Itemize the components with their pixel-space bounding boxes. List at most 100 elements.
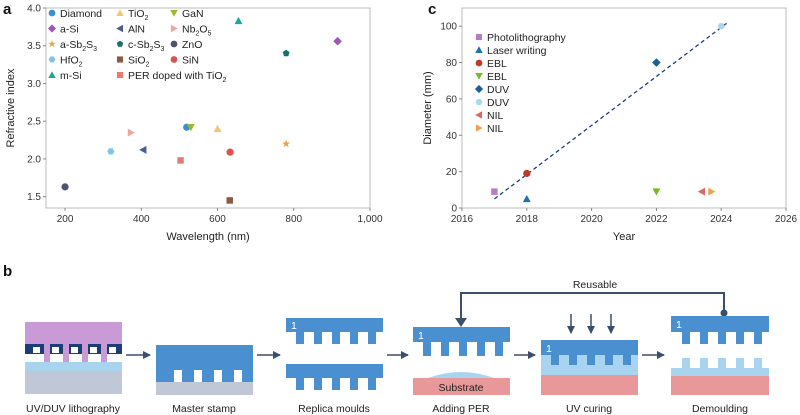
resist-pillar <box>82 344 88 364</box>
master-stamp-body <box>156 345 253 382</box>
chart-a-legend-marker <box>116 9 124 17</box>
replica-mould-1 <box>286 318 383 344</box>
chart-c-legend-marker <box>475 46 483 54</box>
chart-a-point <box>282 49 290 57</box>
chart-c: 2016 2018 2020 2022 2024 2026 0 20 40 60 80 100 Pho… <box>422 7 798 243</box>
chart-c-xlabel: Year <box>613 231 636 243</box>
replica-mould-1-number: 1 <box>291 320 297 332</box>
mask-gap <box>71 347 78 353</box>
reusable-loop <box>460 292 725 324</box>
cured-pillar <box>718 358 726 368</box>
chart-a-legend-marker <box>170 9 178 17</box>
chart-a-xlabel: Wavelength (nm) <box>166 231 249 243</box>
x-tick-label: 2026 <box>775 214 798 225</box>
y-tick-label: 40 <box>446 131 458 142</box>
x-tick-label: 2022 <box>645 214 668 225</box>
cured-pillar <box>682 358 690 368</box>
mould-tooth <box>605 355 613 365</box>
chart-a-legend-marker <box>116 24 124 33</box>
chart-a-legend-marker <box>48 39 56 48</box>
adding-per-number: 1 <box>418 330 424 342</box>
chart-c-point <box>697 187 705 196</box>
resist-pillar <box>101 344 107 364</box>
y-tick-label: 4.0 <box>27 4 41 15</box>
resin-layer <box>25 362 122 371</box>
chart-a-legend-marker <box>170 24 178 33</box>
per-droplet <box>428 372 494 378</box>
x-tick-label: 600 <box>209 214 226 225</box>
wafer-layer <box>25 371 122 394</box>
caption-master-stamp: Master stamp <box>172 403 236 415</box>
chart-c-legend-label: Photolithography <box>487 32 567 44</box>
chart-a-legend-label: c-Sb2S3 <box>128 39 165 53</box>
step-lithography: UV/DUV lithography <box>25 322 122 415</box>
step-replica-moulds: 1 n Replica moulds <box>286 318 383 415</box>
chart-c-legend-label: NIL <box>487 123 504 135</box>
mask-gap <box>52 347 59 353</box>
x-tick-label: 1,000 <box>357 214 382 225</box>
y-tick-label: 0 <box>451 204 457 215</box>
step-adding-per: 1 Substrate Adding PER <box>413 327 510 415</box>
cured-per-base <box>671 368 769 376</box>
chart-a-legend-label: PER doped with TiO2 <box>128 70 227 84</box>
chart-a-point <box>127 128 135 137</box>
resist-pillar <box>44 344 50 364</box>
chart-a-legend-marker <box>48 71 56 79</box>
panel-a-label: a <box>3 1 12 18</box>
chart-a-point <box>177 157 184 164</box>
chart-a-point <box>234 16 243 25</box>
x-tick-label: 200 <box>57 214 74 225</box>
y-tick-label: 60 <box>446 94 458 105</box>
released-mould <box>671 316 769 344</box>
chart-a-legend-label: TiO2 <box>128 8 149 22</box>
x-tick-label: 2018 <box>516 214 539 225</box>
chart-a-legend-label: m-Si <box>60 70 82 82</box>
y-tick-label: 3.5 <box>27 41 41 52</box>
reusable-arrowhead <box>455 318 467 327</box>
x-tick-label: 800 <box>285 214 302 225</box>
cured-pillar <box>700 358 708 368</box>
mask-gap <box>109 347 116 353</box>
chart-c-legend-label: DUV <box>487 84 509 96</box>
mould-tooth <box>551 355 559 365</box>
mould-tooth <box>623 355 631 365</box>
chart-a-point <box>139 145 147 154</box>
x-tick-label: 400 <box>133 214 150 225</box>
caption-demoulding: Demoulding <box>692 403 748 415</box>
demoulded-substrate <box>671 376 769 395</box>
chart-c-ylabel: Diameter (mm) <box>422 71 434 144</box>
x-tick-label: 2016 <box>451 214 474 225</box>
x-tick-label: 2020 <box>580 214 603 225</box>
chart-a-legend-label: ZnO <box>182 39 202 51</box>
chart-c-point <box>652 188 661 196</box>
chart-a-legend-marker <box>170 40 178 48</box>
y-tick-label: 3.0 <box>27 79 41 90</box>
chart-a-legend-marker <box>47 24 57 33</box>
uv-curing-number: 1 <box>546 343 552 355</box>
chart-c-point <box>523 169 531 178</box>
chart-c-point <box>652 58 661 67</box>
chart-a-legend-label: HfO2 <box>60 55 83 69</box>
chart-c-point <box>717 23 725 30</box>
chart-c-point <box>522 194 531 203</box>
demoulding-number: 1 <box>676 319 682 331</box>
caption-lithography: UV/DUV lithography <box>26 403 121 415</box>
chart-c-legend-marker <box>475 99 483 105</box>
chart-a-ylabel: Refractive index <box>5 68 17 147</box>
chart-a-point <box>213 124 222 132</box>
y-tick-label: 80 <box>446 58 458 69</box>
chart-a-point <box>226 148 234 156</box>
chart-c-legend-marker <box>474 84 484 94</box>
curing-mould <box>541 340 638 355</box>
x-tick-label: 2024 <box>710 214 733 225</box>
replica-mould-n <box>286 364 383 390</box>
mask-gap <box>90 347 97 353</box>
curing-substrate <box>541 375 638 395</box>
chart-a-legend-marker <box>48 56 56 63</box>
chart-a: 200 400 600 800 1,000 1.5 2.0 2.5 3.0 3.5 4.0 Diam… <box>5 4 383 244</box>
chart-c-legend-label: EBL <box>487 71 507 83</box>
step-demoulding: 1 Demoulding <box>671 316 769 415</box>
chart-c-frame <box>461 7 787 209</box>
panel-b-label: b <box>3 263 12 280</box>
